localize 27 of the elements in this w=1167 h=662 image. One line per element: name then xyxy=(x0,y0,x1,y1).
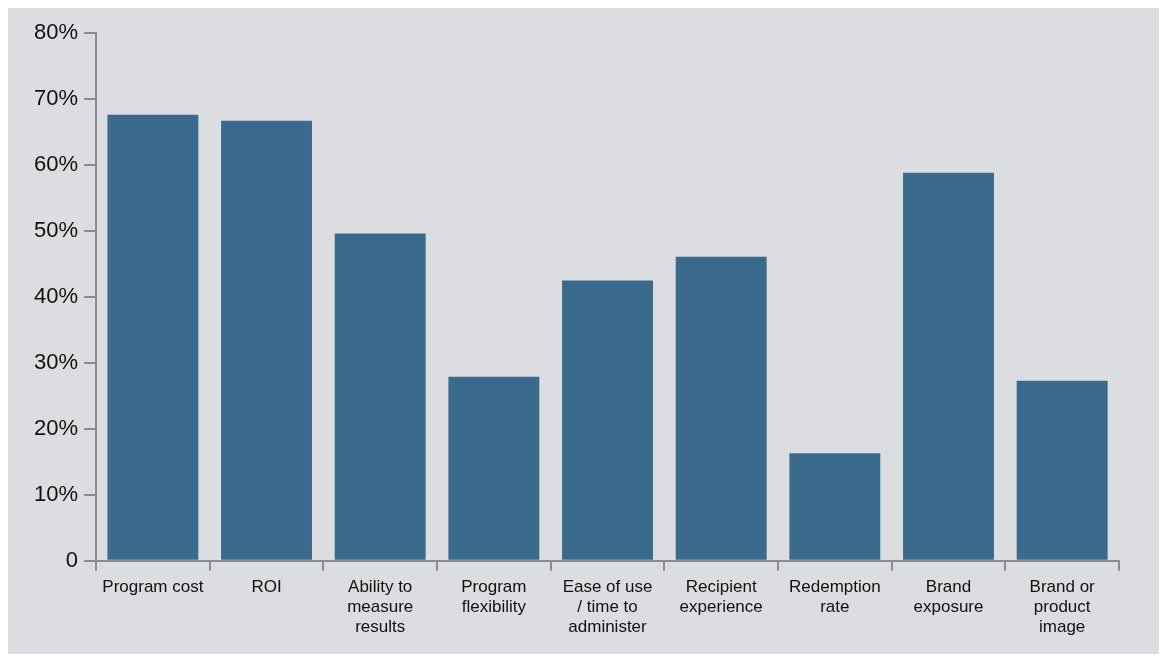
bar xyxy=(448,376,540,560)
x-tick-label: Brand or product image xyxy=(1029,576,1096,637)
x-tick-label: Ease of use / time to administer xyxy=(562,576,653,637)
y-tick-label: 10% xyxy=(33,480,79,506)
y-tick-label: 50% xyxy=(33,216,79,242)
y-tick-label: 40% xyxy=(33,282,79,308)
y-tick-label: 20% xyxy=(33,414,79,440)
x-tick-label: Ability to measure results xyxy=(347,576,414,637)
bar xyxy=(221,120,312,560)
y-tick-label: 70% xyxy=(33,85,79,111)
y-tick-label: 80% xyxy=(33,19,79,45)
bar xyxy=(562,280,653,560)
x-tick-label: ROI xyxy=(251,576,282,596)
bar xyxy=(903,172,994,560)
y-tick-label: 0 xyxy=(65,546,79,572)
x-tick-label: Brand exposure xyxy=(913,576,984,617)
x-tick-label: Redemption rate xyxy=(789,576,881,617)
bar xyxy=(1016,380,1108,560)
x-tick-label: Program flexibility xyxy=(461,576,527,617)
bar xyxy=(334,233,426,560)
bar xyxy=(675,256,767,560)
x-tick-label: Recipient experience xyxy=(679,576,763,617)
bar xyxy=(789,453,881,560)
x-tick-label: Program cost xyxy=(102,576,204,596)
bar xyxy=(107,114,199,560)
y-tick-label: 60% xyxy=(33,151,79,177)
y-tick-label: 30% xyxy=(33,348,79,374)
